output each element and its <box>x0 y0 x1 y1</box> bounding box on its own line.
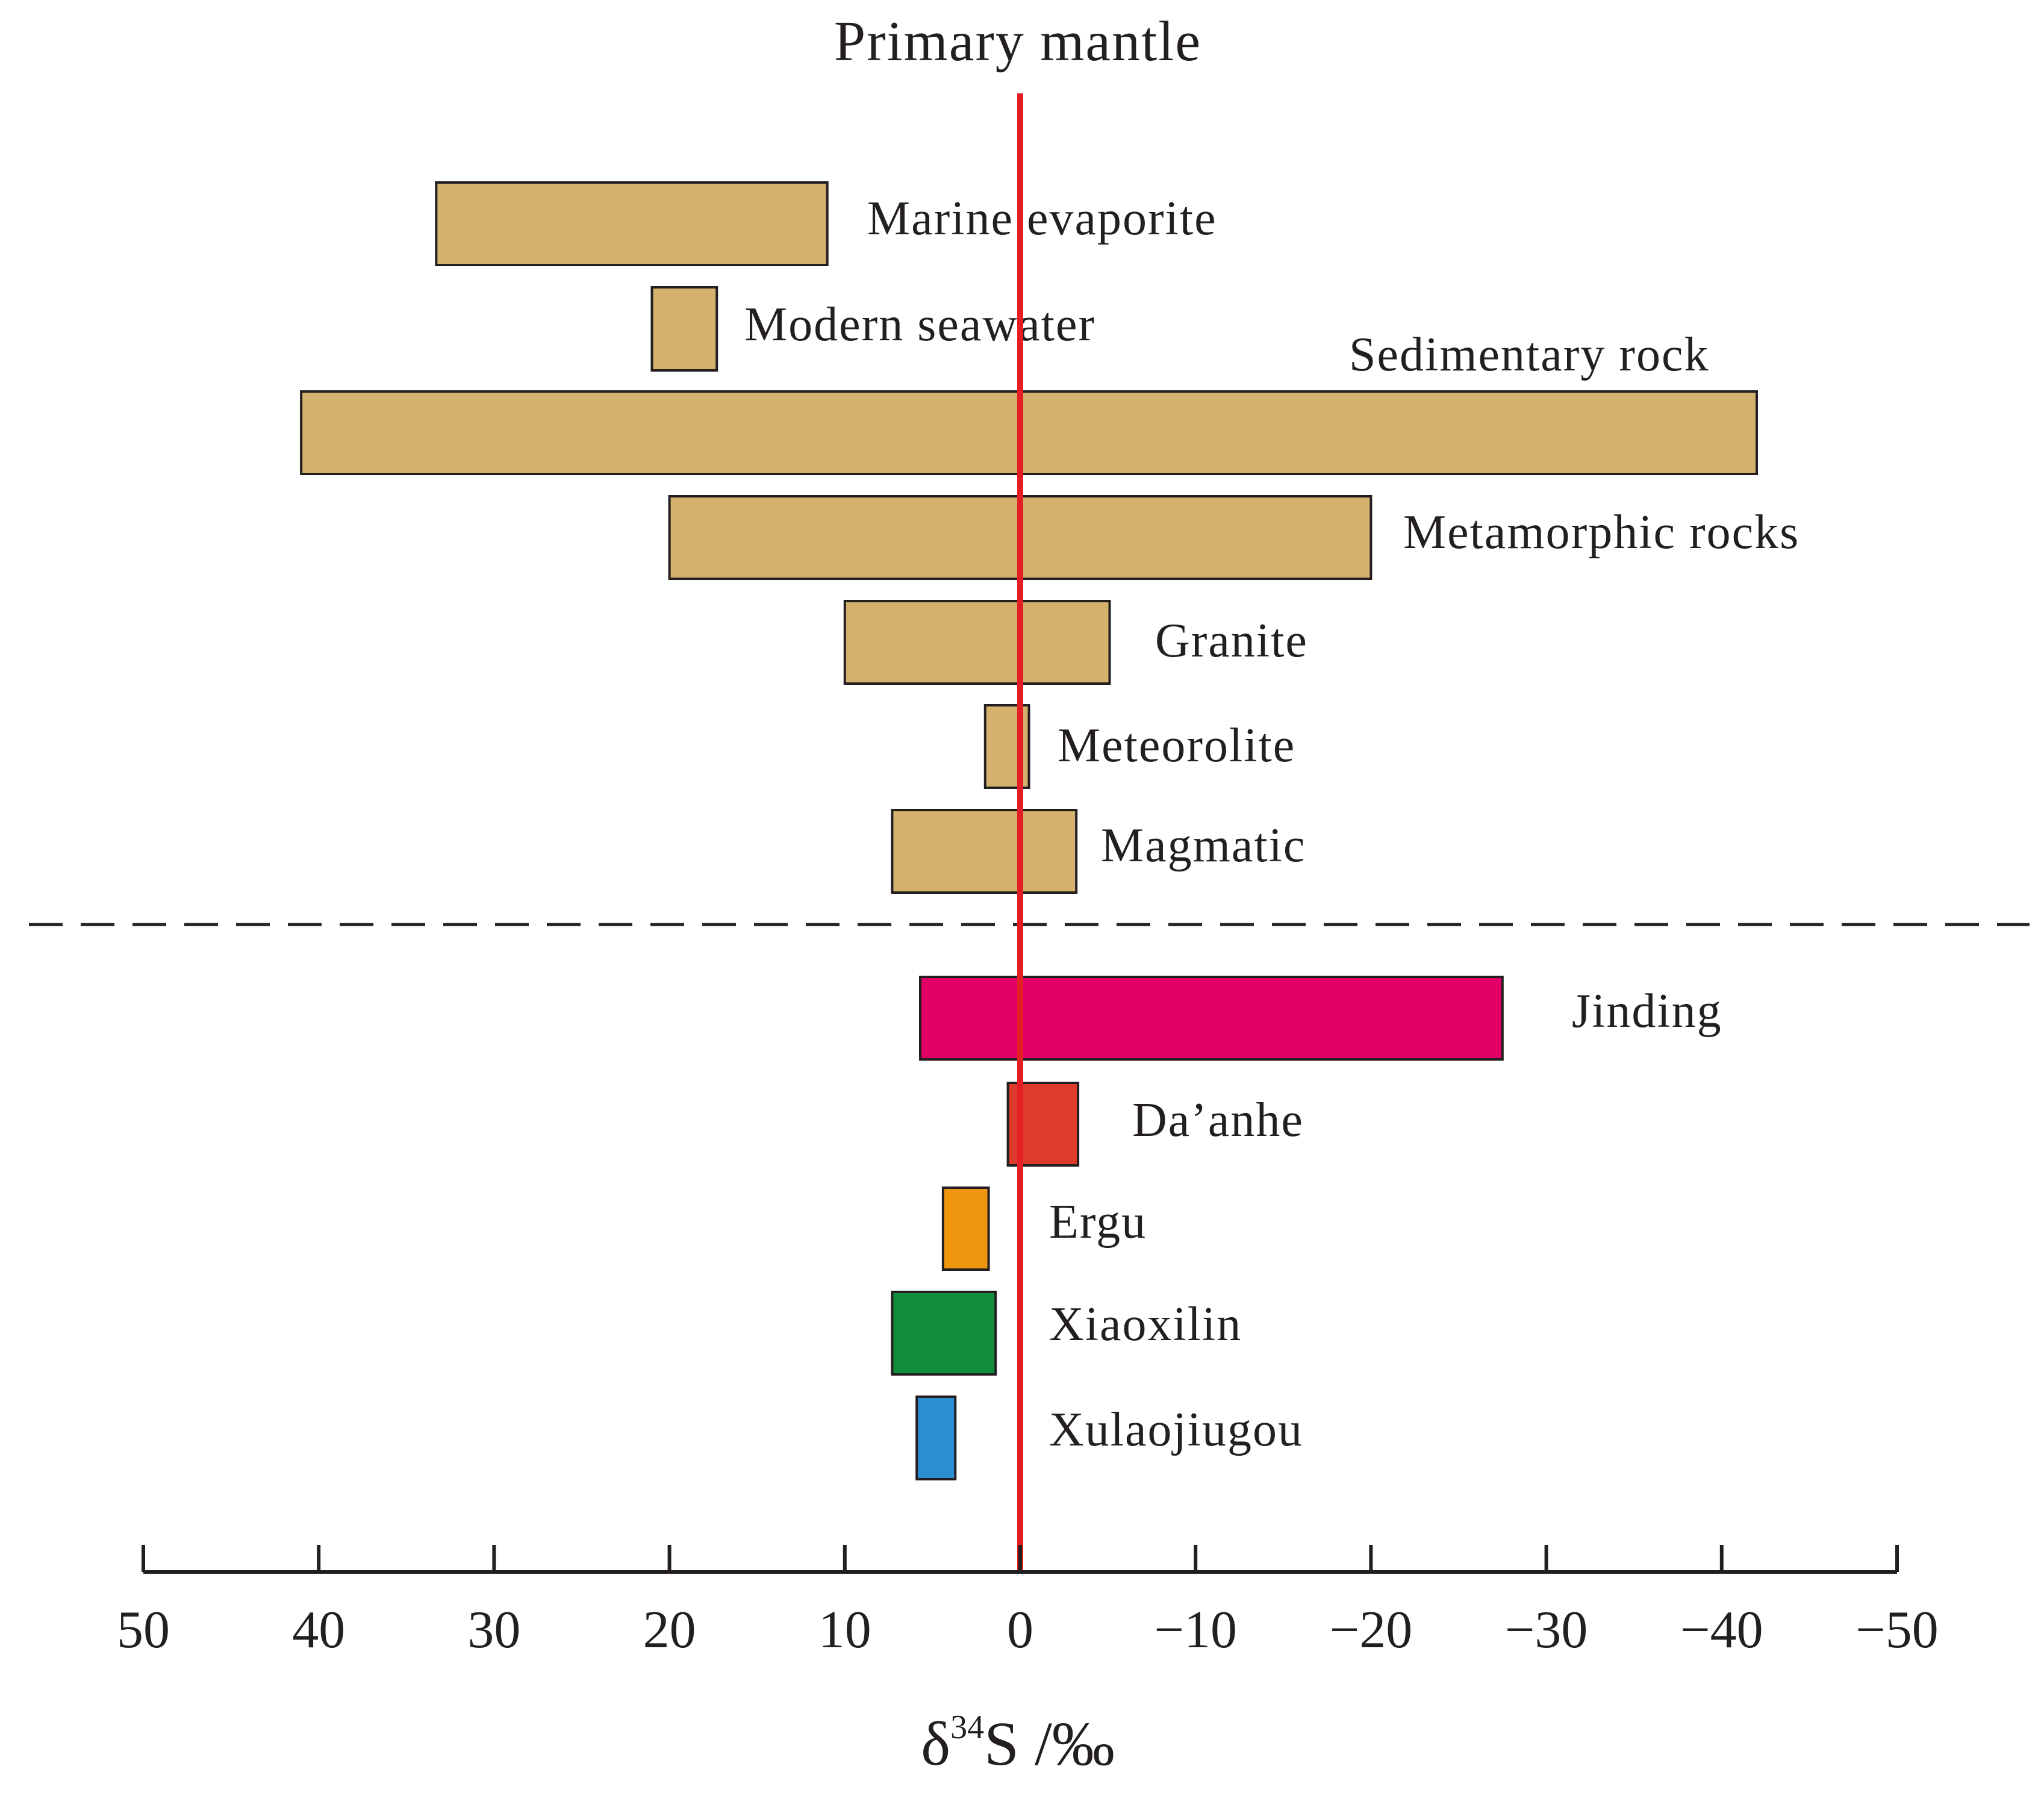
label-marine-evaporite: Marine evaporite <box>867 192 1217 245</box>
source-bar-magmatic <box>891 809 1078 894</box>
x-axis-title: δ34S /‰ <box>921 1709 1115 1779</box>
x-axis-title-rest: S /‰ <box>984 1709 1115 1779</box>
label-xiaoxilin: Xiaoxilin <box>1049 1298 1242 1351</box>
source-bar-marine-evaporite <box>435 181 829 266</box>
x-tick-label-0: 0 <box>1007 1601 1033 1659</box>
x-axis-title-base: δ <box>921 1709 950 1779</box>
x-axis-tick-labels: 50 40 30 20 10 0 −10 −20 −30 −40 −50 <box>117 1601 1939 1659</box>
x-tick-label-50: 50 <box>117 1601 170 1659</box>
deposit-bar-ergu <box>941 1186 990 1271</box>
chart-title: Primary mantle <box>834 10 1201 73</box>
source-bar-sedimentary-rock <box>300 390 1759 475</box>
label-xulaojiugou: Xulaojiugou <box>1049 1403 1303 1456</box>
x-axis-title-superscript: 34 <box>950 1709 984 1746</box>
x-tick-label-neg30: −30 <box>1505 1601 1588 1659</box>
x-tick-label-neg40: −40 <box>1680 1601 1763 1659</box>
deposit-bar-xulaojiugou <box>915 1395 957 1480</box>
category-labels: Marine evaporite Modern seawater Sedimen… <box>744 192 1799 1456</box>
label-sedimentary-rock: Sedimentary rock <box>1349 328 1709 381</box>
x-axis: 50 40 30 20 10 0 −10 −20 −30 −40 −50 <box>117 1545 1939 1659</box>
label-modern-seawater: Modern seawater <box>744 298 1095 351</box>
source-bar-granite <box>843 600 1111 685</box>
x-tick-label-neg50: −50 <box>1855 1601 1939 1659</box>
x-tick-label-10: 10 <box>818 1601 871 1659</box>
label-jinding: Jinding <box>1572 985 1722 1038</box>
x-tick-label-neg20: −20 <box>1330 1601 1413 1659</box>
deposit-bar-xiaoxilin <box>891 1291 997 1376</box>
deposit-bar-jinding <box>919 976 1504 1061</box>
source-bar-modern-seawater <box>650 286 718 372</box>
label-ergu: Ergu <box>1049 1196 1147 1249</box>
label-granite: Granite <box>1155 614 1308 667</box>
x-tick-label-20: 20 <box>643 1601 696 1659</box>
label-daanhe: Da’anhe <box>1132 1094 1304 1147</box>
label-magmatic: Magmatic <box>1101 819 1306 872</box>
x-tick-label-30: 30 <box>467 1601 520 1659</box>
label-meteorolite: Meteorolite <box>1058 719 1295 772</box>
x-tick-label-40: 40 <box>292 1601 345 1659</box>
label-metamorphic-rocks: Metamorphic rocks <box>1403 506 1799 559</box>
x-tick-label-neg10: −10 <box>1154 1601 1237 1659</box>
x-axis-ticks <box>142 1545 1899 1572</box>
